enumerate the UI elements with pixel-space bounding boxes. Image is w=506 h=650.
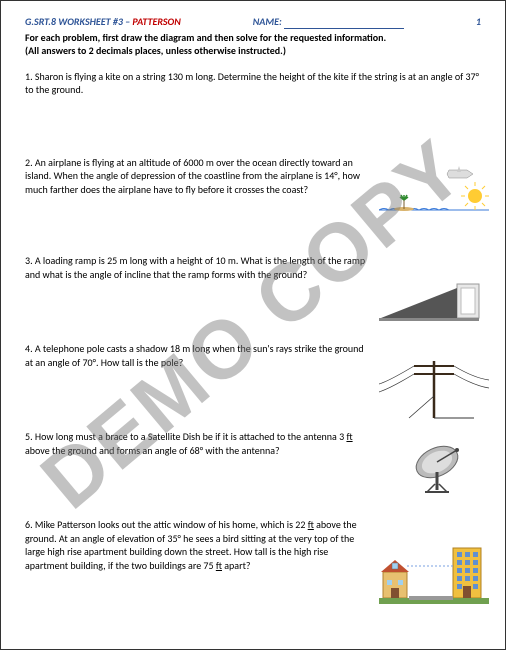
name-label: NAME: [253,15,282,28]
problem-1-text: 1. Sharon is flying a kite on a string 1… [25,70,479,97]
worksheet-code: G.SRT.8 WORKSHEET #3 – [25,15,132,28]
problem-6-text-a: 6. Mike Patterson looks out the attic wi… [25,518,308,531]
problem-3: 3. A loading ramp is 25 m long with a he… [25,254,481,284]
name-blank-line [284,18,404,29]
header-row: G.SRT.8 WORKSHEET #3 – PATTERSON NAME: 1 [25,15,481,29]
problem-2-text: 2. An airplane is flying at an altitude … [25,156,360,196]
problem-6: 6. Mike Patterson looks out the attic wi… [25,518,481,572]
instruction-line-1: For each problem, first draw the diagram… [25,31,481,45]
problem-4-text: 4. A telephone pole casts a shadow 18 m … [25,342,364,369]
problem-2: 2. An airplane is flying at an altitude … [25,156,481,197]
problem-5-text-a: 5. How long must a brace to a Satellite … [25,430,346,443]
instructions: For each problem, first draw the diagram… [25,31,481,58]
content-area: G.SRT.8 WORKSHEET #3 – PATTERSON NAME: 1… [1,1,505,596]
problem-5-text-c: above the ground and forms an angle of 6… [25,444,280,457]
problem-5-unit-1: ft [346,430,352,443]
header-left: G.SRT.8 WORKSHEET #3 – PATTERSON [25,15,181,29]
author-name: PATTERSON [132,15,180,28]
problem-5: 5. How long must a brace to a Satellite … [25,430,481,460]
problem-4: 4. A telephone pole casts a shadow 18 m … [25,342,481,372]
problem-1: 1. Sharon is flying a kite on a string 1… [25,70,481,100]
worksheet-page: G.SRT.8 WORKSHEET #3 – PATTERSON NAME: 1… [0,0,506,650]
buildings-art [379,542,489,602]
name-field: NAME: [253,15,404,29]
ramp-art [379,276,489,336]
problem-6-text-e: apart? [222,559,251,572]
satellite-dish-art [379,440,489,500]
page-number: 1 [476,15,481,29]
instruction-line-2: (All answers to 2 decimals places, unles… [25,44,481,58]
airplane-island-art [379,164,489,224]
telephone-pole-art [379,356,489,416]
problem-3-text: 3. A loading ramp is 25 m long with a he… [25,254,365,281]
